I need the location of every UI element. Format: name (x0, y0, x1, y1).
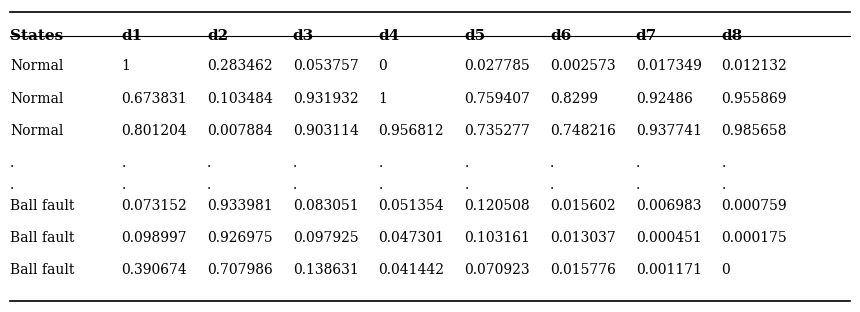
Text: 0.903114: 0.903114 (293, 124, 359, 138)
Text: Normal: Normal (10, 91, 64, 105)
Text: .: . (550, 178, 554, 192)
Text: 0.931932: 0.931932 (293, 91, 359, 105)
Text: 0.097925: 0.097925 (293, 231, 359, 245)
Text: 0.937741: 0.937741 (636, 124, 702, 138)
Text: 0.92486: 0.92486 (636, 91, 692, 105)
Text: 0.801204: 0.801204 (121, 124, 187, 138)
Text: 0.103161: 0.103161 (464, 231, 530, 245)
Text: 0.138631: 0.138631 (293, 264, 359, 277)
Text: 0.926975: 0.926975 (207, 231, 273, 245)
Text: 0.120508: 0.120508 (464, 198, 530, 212)
Text: 0.051354: 0.051354 (378, 198, 445, 212)
Text: 0.8299: 0.8299 (550, 91, 598, 105)
Text: 0.012132: 0.012132 (722, 59, 787, 73)
Text: Ball fault: Ball fault (10, 198, 74, 212)
Text: Normal: Normal (10, 124, 64, 138)
Text: Ball fault: Ball fault (10, 264, 74, 277)
Text: 0.735277: 0.735277 (464, 124, 530, 138)
Text: 0.390674: 0.390674 (121, 264, 187, 277)
Text: .: . (378, 157, 383, 170)
Text: d4: d4 (378, 29, 400, 43)
Text: 0.103484: 0.103484 (207, 91, 273, 105)
Text: 0.673831: 0.673831 (121, 91, 187, 105)
Text: 0.759407: 0.759407 (464, 91, 530, 105)
Text: 0.007884: 0.007884 (207, 124, 273, 138)
Text: .: . (378, 178, 383, 192)
Text: .: . (207, 178, 212, 192)
Text: .: . (464, 178, 469, 192)
Text: .: . (293, 178, 297, 192)
Text: 0.047301: 0.047301 (378, 231, 445, 245)
Text: .: . (722, 178, 726, 192)
Text: 0.098997: 0.098997 (121, 231, 187, 245)
Text: .: . (121, 178, 126, 192)
Text: 0.027785: 0.027785 (464, 59, 530, 73)
Text: 0.000759: 0.000759 (722, 198, 787, 212)
Text: 0.000175: 0.000175 (722, 231, 787, 245)
Text: d8: d8 (722, 29, 743, 43)
Text: .: . (293, 157, 297, 170)
Text: .: . (636, 157, 640, 170)
Text: Ball fault: Ball fault (10, 231, 74, 245)
Text: States: States (10, 29, 64, 43)
Text: 0.070923: 0.070923 (464, 264, 530, 277)
Text: 0.083051: 0.083051 (293, 198, 359, 212)
Text: d5: d5 (464, 29, 485, 43)
Text: .: . (550, 157, 554, 170)
Text: .: . (636, 178, 640, 192)
Text: 0.006983: 0.006983 (636, 198, 701, 212)
Text: 0.955869: 0.955869 (722, 91, 787, 105)
Text: .: . (207, 157, 212, 170)
Text: d6: d6 (550, 29, 571, 43)
Text: 1: 1 (378, 91, 388, 105)
Text: 0.017349: 0.017349 (636, 59, 702, 73)
Text: 0.933981: 0.933981 (207, 198, 273, 212)
Text: .: . (10, 157, 15, 170)
Text: 0.015602: 0.015602 (550, 198, 616, 212)
Text: .: . (10, 178, 15, 192)
Text: Normal: Normal (10, 59, 64, 73)
Text: 0: 0 (722, 264, 730, 277)
Text: d1: d1 (121, 29, 143, 43)
Text: d7: d7 (636, 29, 657, 43)
Text: d2: d2 (207, 29, 228, 43)
Text: .: . (121, 157, 126, 170)
Text: .: . (464, 157, 469, 170)
Text: 0: 0 (378, 59, 387, 73)
Text: 0.015776: 0.015776 (550, 264, 616, 277)
Text: 0.985658: 0.985658 (722, 124, 787, 138)
Text: .: . (722, 157, 726, 170)
Text: 0.041442: 0.041442 (378, 264, 445, 277)
Text: 0.013037: 0.013037 (550, 231, 616, 245)
Text: 0.073152: 0.073152 (121, 198, 187, 212)
Text: 0.002573: 0.002573 (550, 59, 616, 73)
Text: d3: d3 (293, 29, 314, 43)
Text: 0.748216: 0.748216 (550, 124, 616, 138)
Text: 0.707986: 0.707986 (207, 264, 273, 277)
Text: 0.283462: 0.283462 (207, 59, 273, 73)
Text: 0.956812: 0.956812 (378, 124, 445, 138)
Text: 1: 1 (121, 59, 130, 73)
Text: 0.053757: 0.053757 (293, 59, 359, 73)
Text: 0.001171: 0.001171 (636, 264, 702, 277)
Text: 0.000451: 0.000451 (636, 231, 702, 245)
